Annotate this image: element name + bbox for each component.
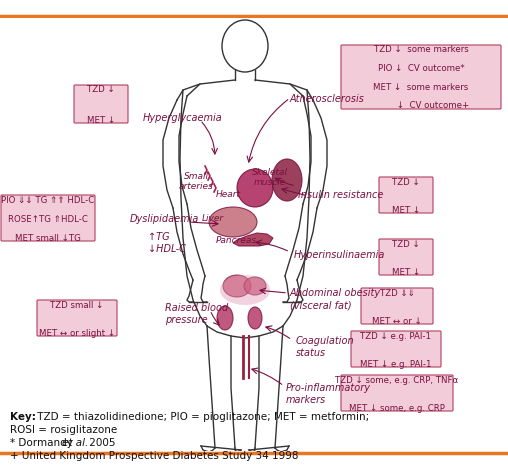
- Text: MET small ↓TG: MET small ↓TG: [15, 234, 81, 242]
- Text: 2005: 2005: [86, 438, 115, 448]
- Text: ROSE↑TG ⇑HDL-C: ROSE↑TG ⇑HDL-C: [8, 214, 88, 224]
- FancyBboxPatch shape: [74, 85, 128, 123]
- Text: TZD ↓: TZD ↓: [392, 240, 420, 249]
- Text: Pro-inflammatory: Pro-inflammatory: [286, 383, 371, 393]
- FancyBboxPatch shape: [351, 331, 441, 367]
- Text: Key:: Key:: [10, 412, 36, 422]
- Text: TZD ↓ e.g. PAI-1: TZD ↓ e.g. PAI-1: [361, 332, 431, 340]
- Text: Coagulation: Coagulation: [296, 336, 355, 346]
- Text: MET ↓ some, e.g. CRP: MET ↓ some, e.g. CRP: [349, 403, 445, 413]
- Text: pressure: pressure: [165, 315, 208, 325]
- Text: ↓HDL-C: ↓HDL-C: [148, 244, 186, 254]
- Text: ↑TG: ↑TG: [148, 232, 170, 242]
- Text: markers: markers: [286, 395, 326, 405]
- Text: (visceral fat): (visceral fat): [290, 300, 352, 310]
- Ellipse shape: [272, 159, 302, 201]
- Text: Heart: Heart: [215, 190, 240, 199]
- Text: TZD ↓  some markers: TZD ↓ some markers: [373, 45, 468, 54]
- Text: Atherosclerosis: Atherosclerosis: [290, 94, 365, 104]
- FancyBboxPatch shape: [1, 195, 95, 241]
- Text: TZD ⇓⇓: TZD ⇓⇓: [379, 288, 415, 297]
- Text: ROSI = rosiglitazone: ROSI = rosiglitazone: [10, 425, 117, 435]
- Text: * Dormandy: * Dormandy: [10, 438, 76, 448]
- Text: Insulin resistance: Insulin resistance: [298, 190, 384, 200]
- Text: Small
arteries: Small arteries: [179, 172, 213, 191]
- Text: TZD ↓: TZD ↓: [87, 85, 115, 94]
- Text: Hyperinsulinaemia: Hyperinsulinaemia: [294, 250, 386, 260]
- Text: ↓  CV outcome+: ↓ CV outcome+: [372, 101, 469, 111]
- FancyBboxPatch shape: [341, 375, 453, 411]
- Text: PIO ↓  CV outcome*: PIO ↓ CV outcome*: [377, 64, 464, 73]
- Text: Dyslipidaemia: Dyslipidaemia: [130, 214, 199, 224]
- Ellipse shape: [220, 275, 270, 305]
- Text: Source: Br J Diabetes Vasc Dis © 2006 Sherbourne Gibbs, Ltd.: Source: Br J Diabetes Vasc Dis © 2006 Sh…: [253, 456, 502, 466]
- Text: Liver: Liver: [202, 214, 224, 223]
- FancyBboxPatch shape: [379, 177, 433, 213]
- Text: MET ↓: MET ↓: [392, 267, 420, 277]
- Text: MET ↓ e.g. PAI-1: MET ↓ e.g. PAI-1: [360, 360, 432, 369]
- Text: MET ↓: MET ↓: [87, 115, 115, 124]
- FancyBboxPatch shape: [361, 288, 433, 324]
- Text: Abdominal obesity: Abdominal obesity: [290, 288, 381, 298]
- Polygon shape: [233, 233, 273, 246]
- Text: TZD = thiazolidinedione; PIO = pioglitazone; MET = metformin;: TZD = thiazolidinedione; PIO = pioglitaz…: [34, 412, 369, 422]
- Text: MET ↔ or slight ↓: MET ↔ or slight ↓: [39, 328, 115, 338]
- Text: Pancreas: Pancreas: [215, 236, 257, 245]
- Text: MET ↓  some markers: MET ↓ some markers: [373, 83, 468, 92]
- Text: + United Kingdom Prospective Diabetes Study 34 1998: + United Kingdom Prospective Diabetes St…: [10, 451, 299, 461]
- Text: TZD ↓: TZD ↓: [392, 177, 420, 187]
- Text: PIO ⇓⇓ TG ⇑⇑ HDL-C: PIO ⇓⇓ TG ⇑⇑ HDL-C: [2, 196, 94, 204]
- FancyBboxPatch shape: [37, 300, 117, 336]
- Text: TZD ↓ some, e.g. CRP, TNFα: TZD ↓ some, e.g. CRP, TNFα: [335, 376, 459, 385]
- Text: Skeletal
muscle: Skeletal muscle: [252, 168, 288, 188]
- Ellipse shape: [209, 207, 257, 237]
- Text: MET ↔ or ↓: MET ↔ or ↓: [372, 317, 422, 325]
- FancyBboxPatch shape: [341, 45, 501, 109]
- Ellipse shape: [217, 306, 233, 330]
- Text: Raised blood: Raised blood: [165, 303, 228, 313]
- Ellipse shape: [248, 307, 262, 329]
- FancyBboxPatch shape: [379, 239, 433, 275]
- Text: MET ↓: MET ↓: [392, 205, 420, 214]
- Ellipse shape: [244, 277, 266, 295]
- Text: et al.: et al.: [62, 438, 88, 448]
- Ellipse shape: [237, 169, 273, 207]
- Text: Medscape®: Medscape®: [6, 2, 80, 14]
- Text: Hyperglycaemia: Hyperglycaemia: [143, 113, 223, 123]
- Ellipse shape: [223, 275, 251, 297]
- Text: status: status: [296, 348, 326, 358]
- Text: TZD small ↓: TZD small ↓: [50, 301, 104, 310]
- Text: www.medscape.com: www.medscape.com: [190, 3, 305, 13]
